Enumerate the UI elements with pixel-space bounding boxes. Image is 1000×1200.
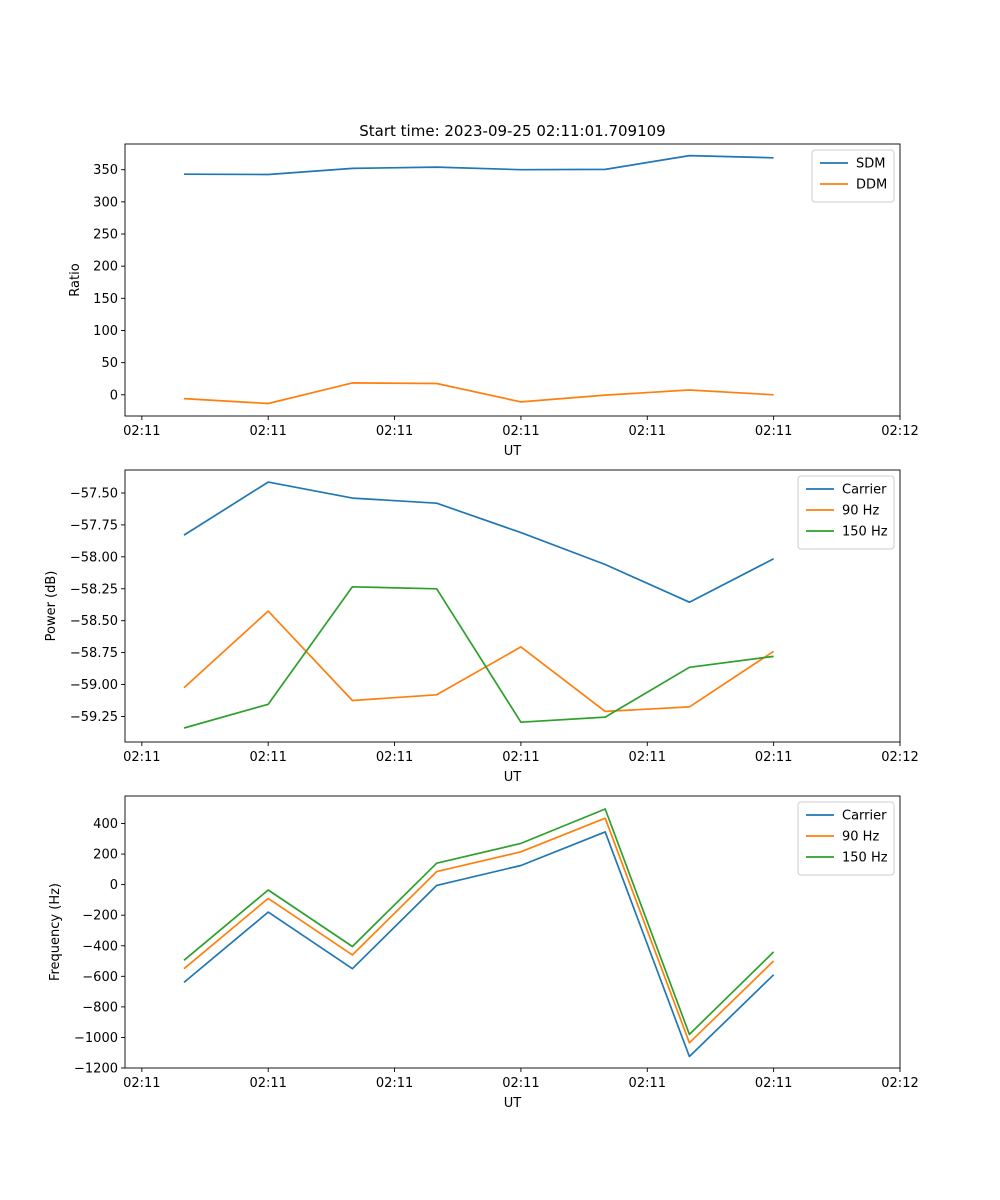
y-tick-label: 50 xyxy=(101,356,118,371)
x-tick-label: 02:11 xyxy=(755,1076,792,1091)
x-tick-label: 02:11 xyxy=(629,1076,666,1091)
series-line-90-hz xyxy=(183,610,775,713)
x-tick-label: 02:12 xyxy=(881,750,918,765)
y-tick-label: −600 xyxy=(82,970,118,985)
series-line-carrier xyxy=(183,831,775,1058)
x-tick-label: 02:11 xyxy=(249,1076,286,1091)
legend-label-150-hz: 150 Hz xyxy=(842,851,888,866)
y-tick-label: 0 xyxy=(110,388,118,403)
ratio-subplot: 02:11 02:11 02:11 02:11 02:11 02:11 02:12 UT 0 50… xyxy=(68,143,919,459)
legend-label-ddm: DDM xyxy=(856,178,887,193)
x-tick-label: 02:11 xyxy=(249,424,286,439)
y-tick-label: −59.25 xyxy=(70,710,118,725)
x-axis-label: UT xyxy=(504,1096,522,1111)
x-tick-label: 02:11 xyxy=(502,424,539,439)
x-tick-label: 02:11 xyxy=(249,750,286,765)
axes-frame xyxy=(124,795,901,1069)
y-tick-label: −1000 xyxy=(74,1031,118,1046)
legend-label-sdm: SDM xyxy=(856,157,885,172)
legend-label-90-hz: 90 Hz xyxy=(842,504,879,519)
x-tick-label: 02:11 xyxy=(123,1076,160,1091)
figure-title: Start time: 2023-09-25 02:11:01.709109 xyxy=(359,122,665,140)
y-tick-label: −400 xyxy=(82,939,118,954)
axes-frame xyxy=(124,143,901,417)
x-tick-label: 02:11 xyxy=(629,424,666,439)
x-tick-label: 02:12 xyxy=(881,424,918,439)
y-tick-label: 100 xyxy=(93,324,118,339)
y-tick-label: −800 xyxy=(82,1000,118,1015)
y-axis-label: Power (dB) xyxy=(44,571,59,642)
power-subplot: 02:11 02:11 02:11 02:11 02:11 02:11 02:12 UT −57… xyxy=(44,469,919,785)
y-tick-label: 150 xyxy=(93,292,118,307)
series-lines xyxy=(183,154,774,405)
frequency-subplot: 02:11 02:11 02:11 02:11 02:11 02:11 02:12 UT 400… xyxy=(48,795,919,1111)
x-tick-label: 02:11 xyxy=(376,1076,413,1091)
y-tick-label: 250 xyxy=(93,228,118,243)
x-tick-label: 02:11 xyxy=(502,1076,539,1091)
y-tick-label: −58.25 xyxy=(70,582,118,597)
x-tick-label: 02:11 xyxy=(376,424,413,439)
series-line-ddm xyxy=(183,382,774,405)
x-axis-label: UT xyxy=(504,444,522,459)
x-tick-label: 02:11 xyxy=(376,750,413,765)
series-lines xyxy=(183,808,775,1058)
legend-label-carrier: Carrier xyxy=(842,483,887,498)
y-axis-label: Ratio xyxy=(68,263,83,296)
y-tick-label: −58.75 xyxy=(70,646,118,661)
series-line-90-hz xyxy=(183,817,775,1044)
series-line-150-hz xyxy=(183,808,775,1036)
legend: Carrier 90 Hz 150 Hz xyxy=(797,801,895,876)
series-lines xyxy=(183,481,775,729)
x-axis-label: UT xyxy=(504,770,522,785)
y-tick-label: 350 xyxy=(93,163,118,178)
x-tick-label: 02:11 xyxy=(755,424,792,439)
series-line-carrier xyxy=(183,481,774,604)
y-tick-label: 300 xyxy=(93,195,118,210)
legend: SDM DDM xyxy=(811,149,895,203)
y-tick-label: −59.00 xyxy=(70,678,118,693)
y-tick-label: 200 xyxy=(93,260,118,275)
y-tick-label: 400 xyxy=(93,817,118,832)
legend-label-150-hz: 150 Hz xyxy=(842,525,888,540)
series-line-150-hz xyxy=(183,585,774,729)
y-tick-label: −1200 xyxy=(74,1062,118,1077)
axes-frame xyxy=(124,469,901,743)
x-tick-label: 02:11 xyxy=(755,750,792,765)
series-line-sdm xyxy=(183,154,774,176)
legend-label-90-hz: 90 Hz xyxy=(842,830,879,845)
y-tick-label: −200 xyxy=(82,909,118,924)
y-tick-label: −58.50 xyxy=(70,614,118,629)
y-axis-label: Frequency (Hz) xyxy=(48,883,63,981)
y-tick-label: −57.50 xyxy=(70,486,118,501)
x-tick-label: 02:12 xyxy=(881,1076,918,1091)
x-tick-label: 02:11 xyxy=(123,424,160,439)
x-tick-label: 02:11 xyxy=(629,750,666,765)
y-tick-label: 0 xyxy=(110,878,118,893)
x-tick-label: 02:11 xyxy=(123,750,160,765)
y-tick-label: 200 xyxy=(93,848,118,863)
legend: Carrier 90 Hz 150 Hz xyxy=(797,475,895,550)
y-tick-label: −57.75 xyxy=(70,518,118,533)
legend-label-carrier: Carrier xyxy=(842,809,887,824)
y-tick-label: −58.00 xyxy=(70,550,118,565)
x-tick-label: 02:11 xyxy=(502,750,539,765)
